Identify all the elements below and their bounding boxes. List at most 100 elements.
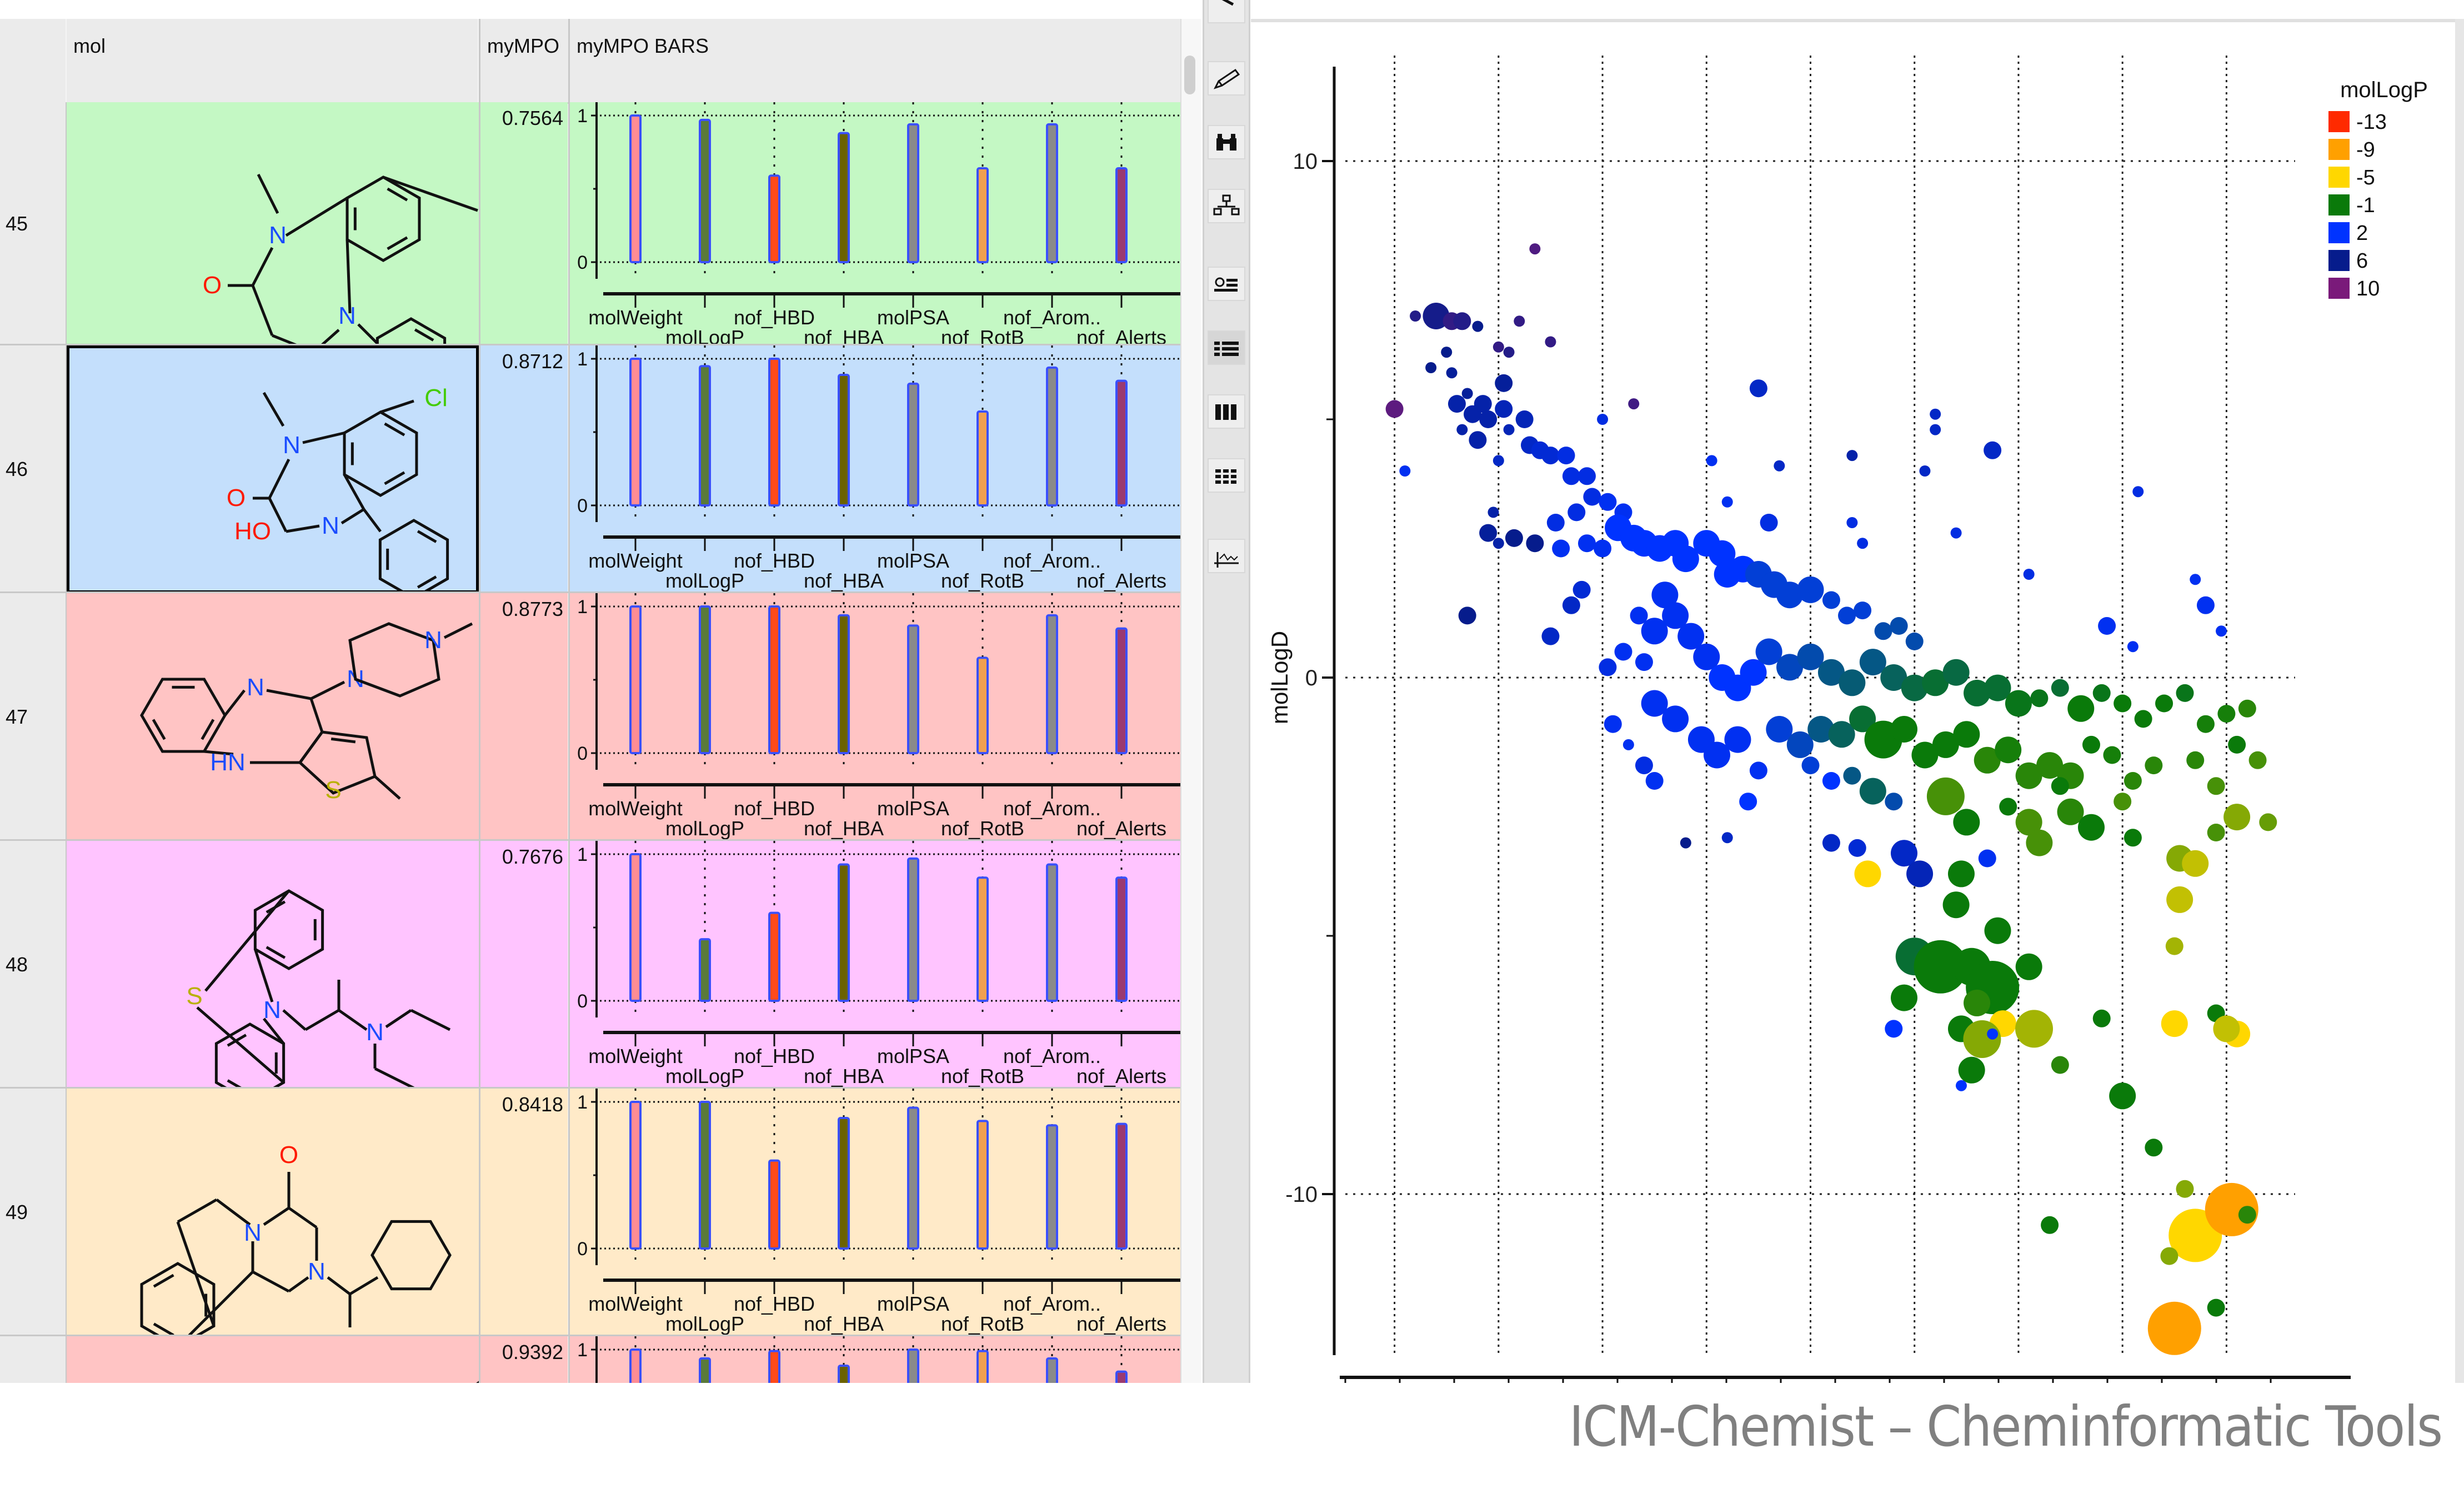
scatter-point[interactable]: [1662, 602, 1689, 629]
scatter-point[interactable]: [1572, 580, 1591, 599]
scatter-point[interactable]: [1479, 524, 1498, 542]
scatter-point[interactable]: [1890, 617, 1908, 635]
scatter-point[interactable]: [2155, 694, 2173, 713]
scatter-point[interactable]: [1474, 395, 1492, 413]
scatter-point[interactable]: [1622, 739, 1634, 750]
scatter-point[interactable]: [1919, 465, 1931, 477]
scatter-point[interactable]: [1641, 618, 1668, 645]
scatter-point[interactable]: [2161, 1010, 2188, 1037]
table-row[interactable]: 45ClNNOO0.756410molWeightmolLogPnof_HBDn…: [0, 102, 1181, 415]
scatter-point[interactable]: [1822, 834, 1840, 852]
table-scrollbar[interactable]: [1180, 19, 1201, 1383]
scatter-point[interactable]: [2051, 679, 2069, 697]
scatter-point[interactable]: [1880, 664, 1907, 691]
scatter-point[interactable]: [2176, 684, 2194, 702]
row-number-cell[interactable]: 48: [0, 841, 67, 1089]
scatter-point[interactable]: [1677, 623, 1705, 650]
scatter-point[interactable]: [1529, 243, 1541, 255]
card-view-tool-button[interactable]: [1208, 267, 1245, 301]
scatter-point[interactable]: [1493, 341, 1504, 353]
mympo-cell[interactable]: 0.7564: [479, 102, 568, 345]
mympo-cell[interactable]: 0.8712: [479, 345, 568, 593]
scatter-point[interactable]: [1947, 860, 1975, 888]
scatter-point[interactable]: [1706, 455, 1717, 467]
scatter-point[interactable]: [1974, 746, 2001, 774]
scatter-point[interactable]: [1515, 410, 1534, 428]
scatter-point[interactable]: [1859, 649, 1886, 676]
scatter-point[interactable]: [1822, 591, 1840, 609]
scatter-point[interactable]: [1906, 860, 1934, 888]
molecule-cell[interactable]: ClNNOO: [67, 102, 506, 415]
scatter-point[interactable]: [2092, 1009, 2111, 1027]
scatter-point[interactable]: [1503, 347, 1515, 358]
row-number-cell[interactable]: 46: [0, 345, 67, 593]
scatter-point[interactable]: [1838, 606, 1856, 625]
edit-tool-button[interactable]: [1208, 61, 1245, 96]
scatter-point[interactable]: [1786, 731, 1814, 758]
scatter-point[interactable]: [1545, 336, 1556, 348]
scatter-point[interactable]: [2134, 710, 2152, 728]
scatter-point[interactable]: [1385, 400, 1404, 418]
scatter-point[interactable]: [1630, 606, 1648, 625]
row-number-cell[interactable]: 45: [0, 102, 67, 345]
header-mympo-bars[interactable]: myMPO BARS: [568, 19, 1182, 104]
scatter-point[interactable]: [2182, 850, 2209, 877]
scatter-point[interactable]: [1797, 576, 1824, 603]
header-mol[interactable]: mol: [67, 19, 478, 104]
scatter-point[interactable]: [1599, 658, 1617, 676]
scatter-point[interactable]: [1493, 538, 1504, 549]
scatter-point[interactable]: [1901, 674, 1928, 701]
scatter-point[interactable]: [2145, 756, 2163, 775]
scatter-point[interactable]: [1999, 798, 2017, 816]
scatter-point[interactable]: [2051, 777, 2069, 795]
scatter-point[interactable]: [1651, 581, 1679, 609]
scatter-point[interactable]: [1552, 539, 1570, 558]
scatter-point[interactable]: [2023, 569, 2035, 580]
scatter-point[interactable]: [1942, 891, 1970, 919]
scatter-point[interactable]: [2015, 762, 2042, 789]
scatter-point[interactable]: [1453, 312, 1471, 330]
scatter-point[interactable]: [1448, 395, 1466, 413]
table-row[interactable]: ON 0.9392 10molWeightmolLogPnof_HBDnof_HBA…: [0, 1336, 1181, 1383]
scatter-point[interactable]: [1922, 669, 1949, 696]
scatter-point[interactable]: [1583, 488, 1601, 506]
mympo-bars-cell[interactable]: 10molWeightmolLogPnof_HBDnof_HBAmolPSAno…: [568, 1336, 1181, 1383]
scatter-point[interactable]: [1721, 496, 1733, 508]
scatter-point[interactable]: [1635, 756, 1653, 775]
scatter-point[interactable]: [2098, 617, 2116, 635]
scatter-point[interactable]: [2160, 1247, 2178, 1265]
scatter-point[interactable]: [1423, 303, 1450, 329]
table-row[interactable]: 48 S N N 0.7676 1 0 molWeight molLogP nof_HBD nof_…: [0, 841, 1181, 1104]
scatter-point[interactable]: [1995, 736, 2022, 764]
scatter-point[interactable]: [2092, 684, 2111, 702]
scatter-point[interactable]: [2186, 751, 2205, 769]
scatter-point[interactable]: [2015, 953, 2042, 980]
scatter-point[interactable]: [1857, 538, 1869, 549]
scatter-point[interactable]: [1846, 450, 1858, 462]
row-number-cell[interactable]: 47: [0, 593, 67, 841]
scatter-point[interactable]: [2213, 1015, 2240, 1042]
row-number-cell[interactable]: 49: [0, 1089, 67, 1336]
scatter-point[interactable]: [1964, 679, 1991, 706]
scatter-point[interactable]: [1958, 1056, 1985, 1084]
scatter-point[interactable]: [2216, 625, 2227, 637]
scatter-point[interactable]: [1541, 627, 1560, 645]
scatter-point[interactable]: [2259, 813, 2277, 831]
scatter-point[interactable]: [1488, 507, 1499, 518]
scatter-point[interactable]: [2176, 1180, 2194, 1198]
scatter-point[interactable]: [1446, 367, 1458, 379]
scatter-point[interactable]: [2067, 695, 2095, 722]
scatter-point[interactable]: [1930, 408, 1941, 420]
scatter-point[interactable]: [1828, 721, 1855, 748]
scatter-point[interactable]: [1854, 601, 1872, 620]
scatter-point[interactable]: [1709, 540, 1736, 567]
scatter-point[interactable]: [1839, 669, 1866, 696]
scatter-plot-panel[interactable]: 10 0 -10 molLogD molLogP -13 -9 -5 -1 2 6 10: [1251, 19, 2464, 1386]
scatter-point[interactable]: [2114, 694, 2132, 713]
scatter-point[interactable]: [2041, 1216, 2059, 1234]
scatter-point[interactable]: [1541, 447, 1560, 465]
molecule-cell[interactable]: NONO: [67, 1089, 479, 1357]
